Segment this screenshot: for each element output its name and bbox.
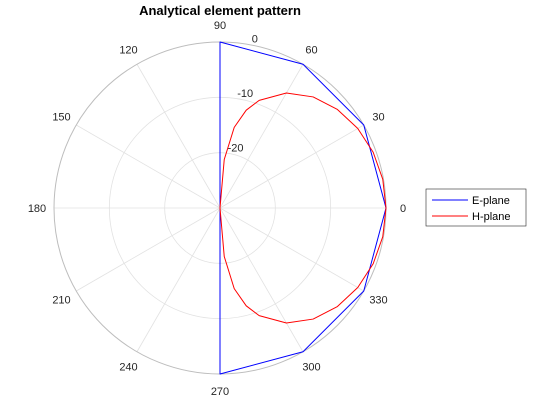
theta-tick-label-210: 210	[52, 295, 70, 307]
theta-tick-label-30: 30	[372, 112, 384, 124]
theta-tick-label-270: 270	[211, 386, 229, 398]
spoke-60	[219, 64, 304, 209]
spoke-120	[136, 64, 221, 209]
series-layer	[219, 41, 387, 375]
legend-label-e-plane: E-plane	[472, 195, 510, 207]
spoke-330	[219, 207, 364, 292]
r-tick-label--10: -10	[237, 88, 253, 100]
spoke-300	[219, 207, 304, 352]
chart-title: Analytical element pattern	[139, 3, 301, 18]
r-tick-label-0: 0	[252, 34, 258, 46]
spoke-240	[136, 207, 221, 352]
theta-tick-label-180: 180	[28, 203, 46, 215]
spoke-150	[76, 124, 221, 209]
spoke-210	[76, 207, 221, 292]
r-tick-label--20: -20	[228, 143, 244, 155]
theta-tick-label-240: 240	[119, 362, 137, 374]
spoke-30	[219, 124, 364, 209]
theta-tick-label-120: 120	[119, 45, 137, 57]
polar-grid	[53, 41, 387, 375]
theta-tick-label-300: 300	[302, 362, 320, 374]
theta-tick-label-60: 60	[305, 45, 317, 57]
theta-tick-label-330: 330	[369, 295, 387, 307]
theta-tick-label-90: 90	[214, 20, 226, 32]
tick-labels: 0 30 60 90 120 150 180 210 240 270 300 330 -20 -10 0	[28, 20, 406, 398]
legend: E-plane H-plane	[425, 188, 527, 227]
legend-label-h-plane: H-plane	[472, 211, 511, 223]
legend-box	[425, 188, 527, 227]
theta-tick-label-0: 0	[400, 203, 406, 215]
series-line-h-plane	[219, 92, 387, 324]
theta-tick-label-150: 150	[52, 112, 70, 124]
